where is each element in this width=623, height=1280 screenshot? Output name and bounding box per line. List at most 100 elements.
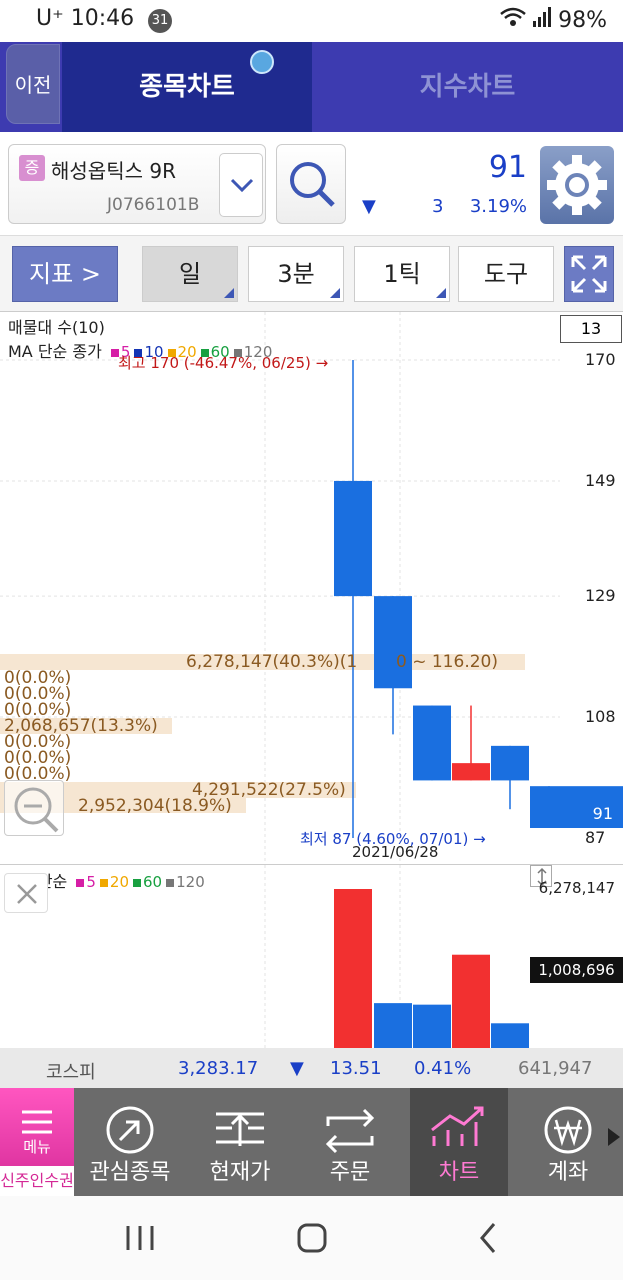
close-icon [17,884,37,904]
volume-bar[interactable] [452,954,490,1049]
current-price: 91 [488,150,527,185]
close-volume-button[interactable] [4,873,48,913]
ma-legend-item: 60 [133,873,162,891]
resize-icon [537,867,547,887]
resize-handle[interactable] [530,865,552,887]
high-label: 최고 170 (-46.47%, 06/25) → [118,354,329,372]
stock-type-badge: 증 [19,155,45,181]
candle-body[interactable] [491,745,529,781]
y-tick-label: 170 [585,350,616,369]
won-icon [544,1106,592,1154]
gear-icon [547,155,607,215]
tab-link-icon[interactable] [250,50,274,74]
y-tick-label: 108 [585,707,616,727]
candle-body[interactable] [413,705,451,781]
current-price-icon [216,1112,264,1146]
zoom-out-button[interactable] [4,780,64,836]
stock-dropdown-button[interactable] [219,153,263,217]
volume-profile-label: 0(0.0%) [4,748,72,768]
volume-profile-title: 매물대 수(10) [8,318,105,337]
nav-watchlist[interactable]: 관심종목 [76,1088,184,1196]
back-icon[interactable] [458,1208,518,1268]
back-button[interactable]: 이전 [6,44,60,124]
ma-legend-item: 20 [167,343,197,361]
candle-body[interactable] [334,480,372,597]
home-icon[interactable] [282,1208,342,1268]
ma-legend-item: 60 [200,343,230,361]
stock-selector[interactable]: 증 해성옵틱스 9R J0766101B [8,144,266,224]
price-change: 3 [432,196,444,217]
volume-profile-label: 4,291,522(27.5%) [192,780,346,800]
nav-order[interactable]: 주문 [296,1088,404,1196]
carrier-label: U⁺ 10:46 [36,6,135,31]
nav-current-price[interactable]: 현재가 [186,1088,294,1196]
ma-legend-item: 120 [233,343,272,361]
kospi-value: 3,283.17 [178,1058,259,1079]
kospi-name: 코스피 [46,1062,96,1083]
kospi-ticker[interactable]: 코스피 3,283.17 ▼ 13.51 0.41% 641,947 [0,1048,623,1088]
ma-legend-item: 20 [99,873,129,891]
nav-chart[interactable]: 차트 [410,1088,508,1196]
expand-icon [571,255,607,293]
period-day-button[interactable]: 일 [142,246,238,302]
tab-stock-chart[interactable]: 종목차트 [62,42,312,132]
volume-profile-label: 6,278,147(40.3%)(1 [186,652,358,672]
period-3min-button[interactable]: 3분 [248,246,344,302]
nav-scroll-right-icon[interactable] [608,1128,620,1146]
volume-profile-label: 0(0.0%) [4,684,72,704]
volume-bar[interactable] [491,1023,529,1049]
volume-profile-label: 0(0.0%) [4,764,72,784]
ma-legend-item: 120 [166,873,205,891]
system-nav-bar [0,1196,623,1280]
stock-info-row: 증 해성옵틱스 9R J0766101B 91 ▼ 3 3.19% [0,132,623,236]
indicator-button[interactable]: 지표 > [12,246,118,302]
volume-profile-band [0,718,172,734]
status-bar: U⁺ 10:46 31 98% [0,0,623,42]
candle-body[interactable] [452,763,490,781]
search-icon [290,162,335,207]
nav-menu-sub-label: 신주인수권 [0,1166,74,1196]
kospi-volume: 641,947 [518,1058,593,1079]
status-right: 98% [500,7,607,33]
settings-button[interactable] [540,146,614,224]
expand-button[interactable] [564,246,614,302]
tab-index-chart[interactable]: 지수차트 [419,72,516,102]
hamburger-icon [22,1110,52,1134]
low-label: 최저 87 (4.60%, 07/01) → [300,830,486,848]
ma-legend-item: 5 [110,343,130,361]
volume-profile-label: 2,068,657(13.3%) [4,716,158,736]
down-arrow-icon: ▼ [290,1058,304,1079]
candle-body[interactable] [374,596,412,689]
period-1tick-button[interactable]: 1틱 [354,246,450,302]
ma-legend-item: 5 [76,873,96,891]
stock-code: J0766101B [107,195,200,215]
volume-profile-label: 0(0.0%) [4,732,72,752]
volume-max-label: 6,278,147 [538,879,615,897]
volume-bar[interactable] [413,1004,451,1049]
search-button[interactable] [276,144,346,224]
kospi-change-percent: 0.41% [414,1058,472,1079]
current-price-tag: 91 [530,800,623,828]
volume-profile-label: 2,952,304(18.9%) [78,796,232,816]
tool-button[interactable]: 도구 [458,246,554,302]
volume-profile-band [0,782,356,798]
nav-account[interactable]: 계좌 [514,1088,622,1196]
volume-bar-chart[interactable] [0,865,623,1049]
count-box[interactable]: 13 [560,315,622,343]
down-arrow-icon: ▼ [362,196,376,217]
notification-badge: 31 [148,9,172,33]
signal-icon [532,7,552,33]
nav-menu[interactable]: 메뉴 신주인수권 [0,1088,74,1196]
volume-bar[interactable] [334,889,372,1049]
recent-apps-icon[interactable] [110,1208,170,1268]
volume-bar[interactable] [374,1003,412,1049]
y-tick-label: 129 [585,586,616,606]
zoom-out-icon [14,787,59,833]
order-icon [325,1108,375,1154]
price-chart[interactable]: 매물대 수(10) MA 단순 종가 5 10 20 60 120 13 최고 170 … [0,312,623,864]
chevron-down-icon [230,178,254,193]
watchlist-icon [106,1106,154,1154]
volume-profile-label: 0(0.0%) [4,700,72,720]
y-tick-label: 87 [585,828,606,847]
